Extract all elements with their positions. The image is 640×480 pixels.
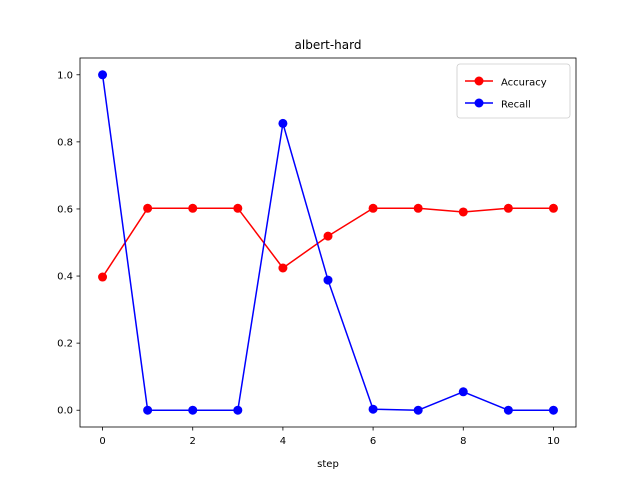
x-tick-label: 10 <box>547 436 560 447</box>
axes-frame <box>79 57 577 428</box>
data-point-accuracy <box>503 203 513 213</box>
data-point-recall <box>188 405 198 415</box>
data-point-accuracy <box>548 203 558 213</box>
data-point-accuracy <box>323 231 333 241</box>
legend-box <box>456 63 571 119</box>
legend: Accuracy Recall <box>456 63 571 119</box>
plot-area: 0 2 4 6 8 10 0.0 0.2 0.4 0.6 0.8 1.0 <box>57 57 577 447</box>
data-point-accuracy <box>233 203 243 213</box>
data-point-recall <box>368 404 378 414</box>
data-point-recall <box>458 387 468 397</box>
data-point-recall <box>233 405 243 415</box>
x-tick-label: 4 <box>280 436 286 447</box>
x-tick-label: 6 <box>370 436 376 447</box>
data-point-recall <box>548 405 558 415</box>
x-axis-title: step <box>317 459 339 470</box>
y-tick-label: 0.8 <box>57 137 73 148</box>
data-point-accuracy <box>188 203 198 213</box>
data-point-recall <box>503 405 513 415</box>
y-tick-label: 1.0 <box>57 70 73 81</box>
data-point-recall <box>278 118 288 128</box>
x-tick-label: 0 <box>99 436 105 447</box>
y-tick-label: 0.2 <box>57 339 73 350</box>
data-point-recall <box>143 405 153 415</box>
x-tick-label: 8 <box>460 436 466 447</box>
y-tick-label: 0.6 <box>57 204 73 215</box>
data-point-accuracy <box>98 272 108 282</box>
data-point-accuracy <box>368 203 378 213</box>
legend-label-accuracy: Accuracy <box>501 78 547 89</box>
data-point-accuracy <box>458 207 468 217</box>
data-point-recall <box>323 275 333 285</box>
x-tick-label: 2 <box>190 436 196 447</box>
legend-label-recall: Recall <box>501 100 531 111</box>
y-tick-label: 0.0 <box>57 406 73 417</box>
data-point-accuracy <box>143 203 153 213</box>
chart-title: albert-hard <box>295 38 362 52</box>
data-point-recall <box>413 405 423 415</box>
legend-marker-accuracy <box>474 76 484 86</box>
y-tick-label: 0.4 <box>57 272 73 283</box>
data-point-accuracy <box>278 263 288 273</box>
data-point-accuracy <box>413 203 423 213</box>
data-point-recall <box>98 70 108 80</box>
legend-marker-recall <box>474 98 484 108</box>
